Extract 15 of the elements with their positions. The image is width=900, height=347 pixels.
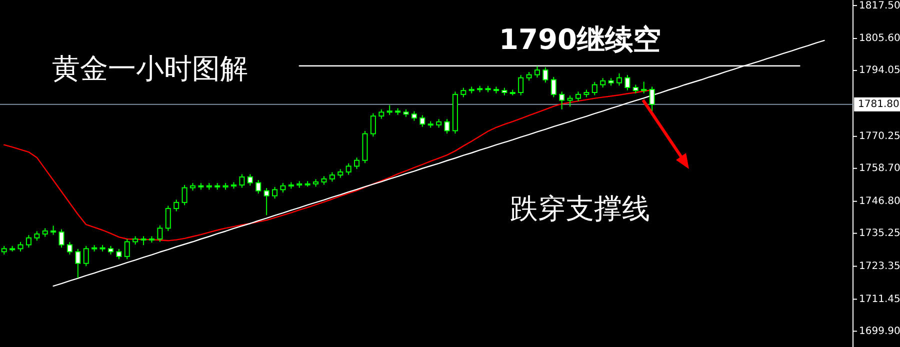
y-tick-label: 1758.70	[859, 163, 900, 174]
y-tick-label: 1711.45	[859, 294, 900, 305]
ref-line-label: 1781.80	[858, 99, 900, 110]
y-tick-label: 1770.25	[859, 131, 900, 142]
y-tick-label: 1723.35	[859, 261, 900, 272]
y-tick-label: 1735.25	[859, 228, 900, 240]
annotation: 1790继续空	[499, 23, 661, 56]
y-tick-label: 1817.50	[859, 0, 900, 12]
y-tick-label: 1794.05	[859, 65, 900, 76]
title: 黄金一小时图解	[52, 52, 248, 85]
annotation: 跌穿支撑线	[510, 192, 650, 225]
y-tick-label: 1699.90	[859, 326, 900, 337]
y-tick-label: 1805.60	[859, 33, 900, 44]
ref-line: 1781.80	[0, 97, 900, 112]
y-tick-label: 1746.80	[859, 196, 900, 208]
